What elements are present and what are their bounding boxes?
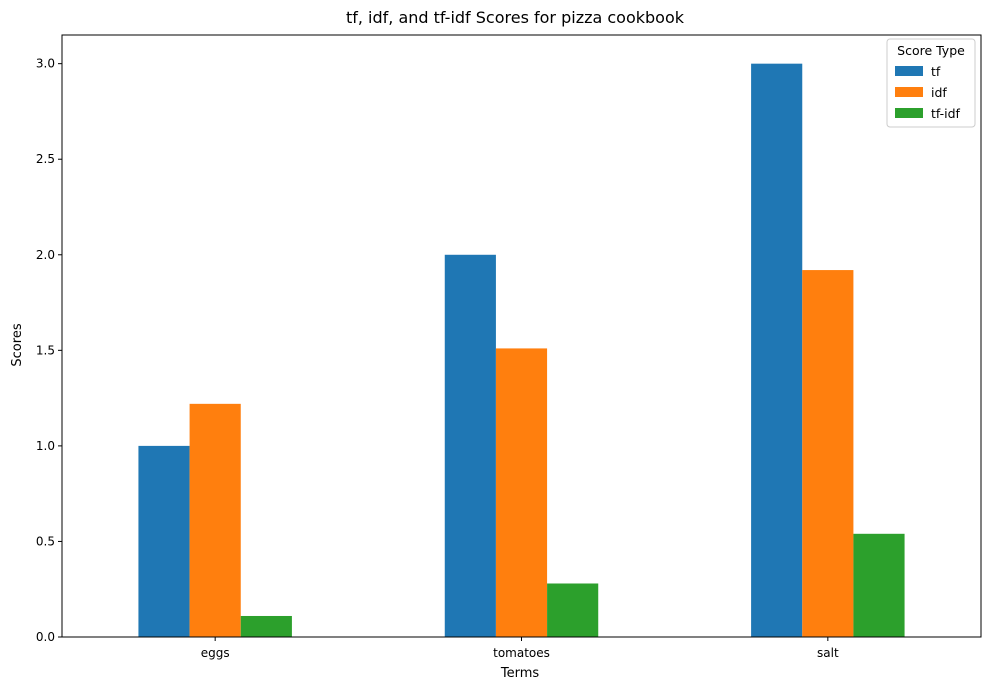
legend: Score Type tf idf tf-idf [886, 38, 976, 128]
legend-title: Score Type [897, 43, 965, 58]
plot-area: 0.0 0.5 1.0 1.5 2.0 2.5 3.0 eggs tomatoes salt [36, 34, 982, 660]
bar-idf-tomatoes [495, 348, 548, 637]
legend-swatch-tf [895, 66, 923, 76]
legend-swatch-idf [895, 87, 923, 97]
legend-box [886, 38, 976, 128]
y-axis-label: Scores [10, 323, 25, 366]
x-tick-label: salt [817, 646, 839, 660]
legend-label-idf: idf [931, 85, 947, 100]
y-tick-label: 0.0 [36, 630, 55, 644]
y-tick-label: 1.5 [36, 343, 55, 357]
bar-tf-idf-salt [853, 533, 905, 637]
legend-label-tf: tf [931, 64, 941, 79]
bar-idf-salt [802, 270, 854, 637]
y-tick-label: 3.0 [36, 57, 55, 71]
bar-tf-salt [751, 63, 803, 638]
legend-swatch-tf-idf [895, 108, 923, 118]
bar-tf-idf-eggs [240, 615, 292, 637]
legend-label-tf-idf: tf-idf [931, 106, 961, 121]
x-tick-label: eggs [201, 646, 230, 660]
y-tick-label: 0.5 [36, 534, 55, 548]
y-tick-label: 2.0 [36, 248, 55, 262]
bar-tf-idf-tomatoes [547, 583, 599, 637]
y-tick-label: 2.5 [36, 152, 55, 166]
bar-tf-eggs [138, 445, 190, 637]
chart-title: tf, idf, and tf-idf Scores for pizza coo… [346, 8, 685, 27]
x-axis-label: Terms [500, 666, 540, 681]
y-tick-label: 1.0 [36, 439, 55, 453]
bar-tf-tomatoes [444, 254, 496, 637]
bar-idf-eggs [189, 403, 241, 637]
x-tick-label: tomatoes [493, 646, 550, 660]
